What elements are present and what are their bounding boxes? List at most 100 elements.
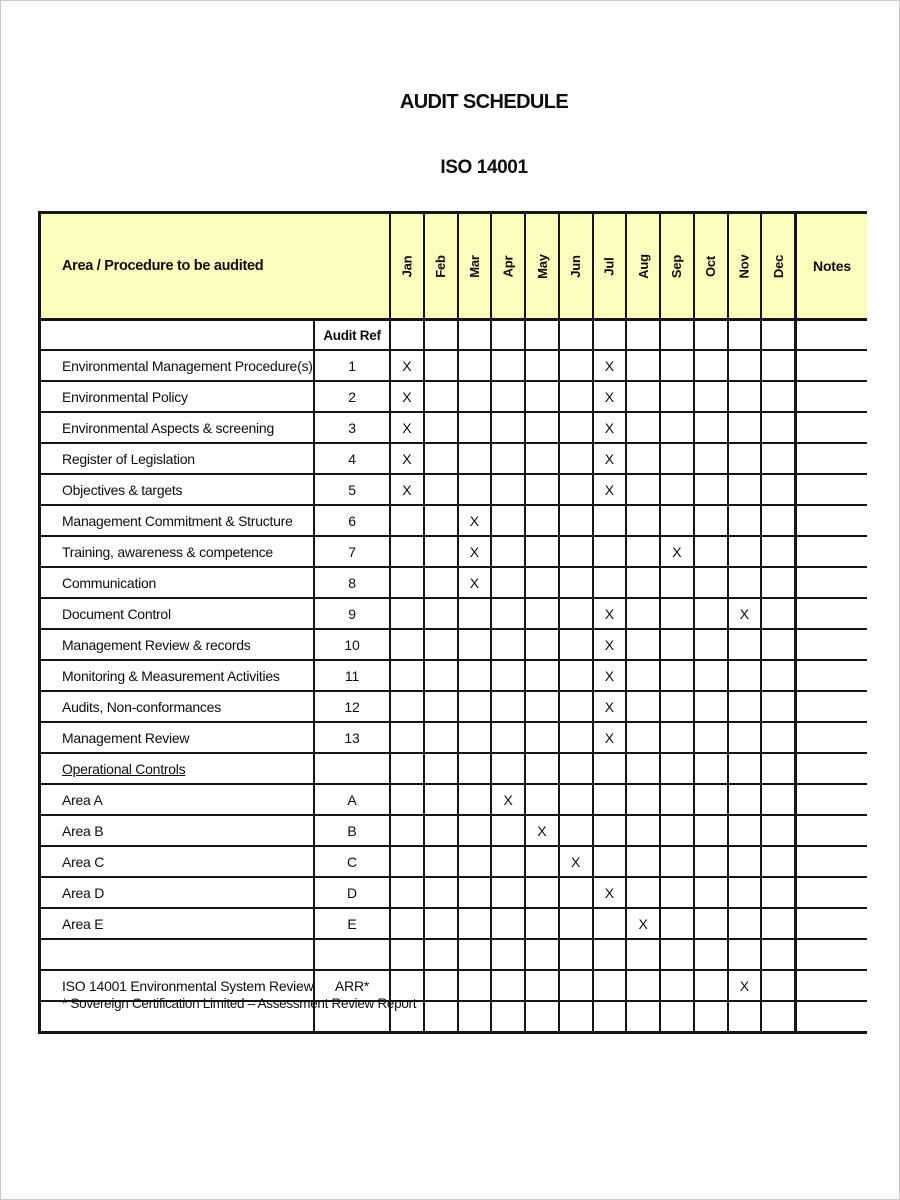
row-area-cell: Objectives & targets bbox=[41, 475, 313, 504]
month-cell-feb bbox=[422, 692, 457, 721]
month-cell-oct bbox=[692, 1002, 727, 1031]
row-months-group: X bbox=[389, 568, 794, 597]
month-cell-may bbox=[524, 630, 558, 659]
month-cell-jul: X bbox=[591, 723, 626, 752]
month-cell-aug bbox=[625, 971, 659, 1000]
month-cell-may bbox=[524, 413, 558, 442]
document-subtitle: ISO 14001 bbox=[440, 157, 528, 178]
month-cell-jun bbox=[557, 321, 592, 349]
month-cell-oct bbox=[692, 568, 727, 597]
month-cell-feb bbox=[422, 754, 457, 783]
month-cell-may bbox=[524, 785, 558, 814]
month-cell-nov bbox=[726, 692, 761, 721]
notes-cell bbox=[794, 321, 867, 349]
row-notes-cell bbox=[794, 475, 867, 504]
month-cell-aug bbox=[625, 599, 659, 628]
row-area-label: Environmental Aspects & screening bbox=[62, 419, 274, 436]
month-cell-jul: X bbox=[591, 630, 626, 659]
month-cell-nov bbox=[726, 816, 761, 845]
audit-mark: X bbox=[469, 543, 480, 560]
row-area-cell: Register of Legislation bbox=[41, 444, 313, 473]
month-cell-aug bbox=[625, 723, 659, 752]
row-notes-cell bbox=[794, 785, 867, 814]
month-cell-apr bbox=[490, 568, 524, 597]
document-title: AUDIT SCHEDULE bbox=[399, 91, 569, 113]
row-notes-cell bbox=[794, 599, 867, 628]
month-cell-aug bbox=[625, 816, 659, 845]
audit-mark: X bbox=[604, 388, 615, 405]
month-label: Jun bbox=[568, 254, 584, 278]
row-area-cell: Area E bbox=[41, 909, 313, 938]
row-area-cell: Environmental Aspects & screening bbox=[41, 413, 313, 442]
row-area-cell: Area D bbox=[41, 878, 313, 907]
audit-ref-header: Audit Ref bbox=[313, 321, 389, 349]
table-row: ISO 14001 Environmental System Review ARR… bbox=[41, 969, 867, 1000]
row-area-label: Area C bbox=[62, 853, 105, 870]
month-label: Nov bbox=[736, 254, 752, 278]
row-area-cell: Management Review bbox=[41, 723, 313, 752]
table-row: Area A A X bbox=[41, 783, 867, 814]
row-ref-cell: 11 bbox=[313, 661, 389, 690]
month-cell-mar bbox=[456, 785, 491, 814]
month-header-nov: Nov bbox=[726, 214, 761, 318]
month-cell-jul: X bbox=[591, 351, 626, 380]
month-cell-may bbox=[524, 971, 558, 1000]
row-area-label: Area E bbox=[62, 915, 104, 932]
month-cell-oct bbox=[692, 537, 727, 566]
month-cell-mar bbox=[456, 940, 491, 969]
month-cell-sep bbox=[659, 1002, 693, 1031]
table-row: Training, awareness & competence 7 X X bbox=[41, 535, 867, 566]
row-ref-cell: 6 bbox=[313, 506, 389, 535]
month-cell-mar bbox=[456, 599, 491, 628]
table-row: Management Review & records 10 X bbox=[41, 628, 867, 659]
month-cell-mar bbox=[456, 444, 491, 473]
month-cell-jun: X bbox=[557, 847, 592, 876]
table-row: Communication 8 X bbox=[41, 566, 867, 597]
month-cell-feb bbox=[422, 940, 457, 969]
month-cell-nov bbox=[726, 568, 761, 597]
month-cell-jan: X bbox=[389, 444, 423, 473]
row-notes-cell bbox=[794, 351, 867, 380]
month-cell-mar bbox=[456, 413, 491, 442]
row-ref-cell: A bbox=[313, 785, 389, 814]
month-cell-apr bbox=[490, 1002, 524, 1031]
month-cell-oct bbox=[692, 847, 727, 876]
month-cell-jul: X bbox=[591, 475, 626, 504]
row-months-group: X bbox=[389, 785, 794, 814]
month-cell-oct bbox=[692, 878, 727, 907]
audit-mark: X bbox=[739, 605, 750, 622]
row-notes-cell bbox=[794, 568, 867, 597]
row-ref-cell: B bbox=[313, 816, 389, 845]
month-cell-feb bbox=[422, 568, 457, 597]
month-cell-may bbox=[524, 723, 558, 752]
table-row bbox=[41, 938, 867, 969]
row-months-group: X bbox=[389, 661, 794, 690]
month-cell-sep bbox=[659, 847, 693, 876]
month-cell-sep bbox=[659, 568, 693, 597]
month-cell-sep bbox=[659, 444, 693, 473]
month-cell-apr bbox=[490, 599, 524, 628]
table-row: Environmental Management Procedure(s) 1 X X bbox=[41, 349, 867, 380]
row-months-group: X bbox=[389, 847, 794, 876]
audit-mark: X bbox=[537, 822, 547, 839]
table-header-row: Area / Procedure to be audited Jan Feb Mar… bbox=[41, 214, 867, 318]
row-area-cell: Area A bbox=[41, 785, 313, 814]
month-cell-aug bbox=[625, 692, 659, 721]
month-cell-sep bbox=[659, 630, 693, 659]
month-header-aug: Aug bbox=[625, 214, 659, 318]
audit-mark: X bbox=[604, 667, 615, 684]
month-cell-jul: X bbox=[591, 599, 626, 628]
month-cell-nov bbox=[726, 351, 761, 380]
month-cell-dec bbox=[760, 506, 794, 535]
row-area-cell: Document Control bbox=[41, 599, 313, 628]
table-row: Area E E X bbox=[41, 907, 867, 938]
month-cell-feb bbox=[422, 785, 457, 814]
month-cell-jun bbox=[557, 754, 592, 783]
audit-mark: X bbox=[604, 481, 615, 498]
month-cell-jan bbox=[389, 537, 423, 566]
row-area-label: Document Control bbox=[62, 605, 171, 622]
month-cell-jun bbox=[557, 971, 592, 1000]
